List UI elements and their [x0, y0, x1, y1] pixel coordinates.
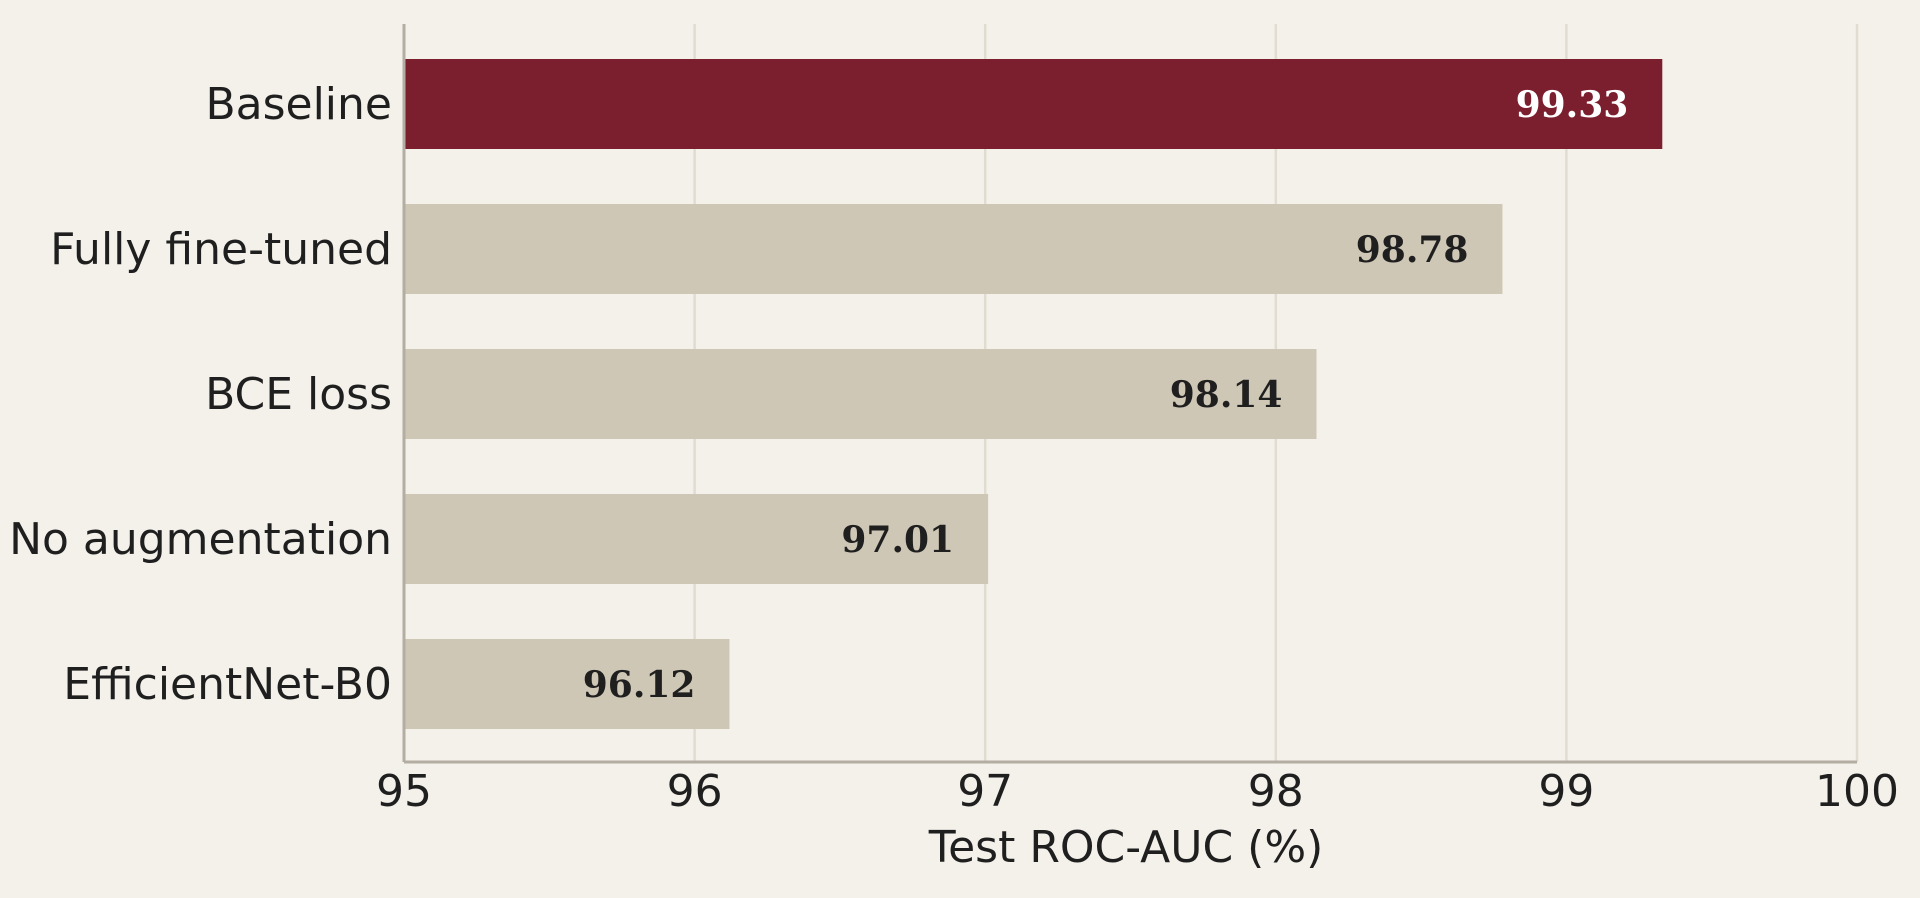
x-axis-title: Test ROC-AUC (%) [928, 822, 1324, 873]
x-tick-label: 95 [376, 766, 432, 817]
category-label: BCE loss [205, 369, 392, 420]
x-tick-label: 99 [1538, 766, 1594, 817]
category-label: No augmentation [9, 514, 392, 565]
value-label: 99.33 [1516, 84, 1629, 126]
x-tick-label: 96 [667, 766, 723, 817]
bar-baseline [404, 59, 1663, 149]
x-tick-label: 98 [1248, 766, 1304, 817]
labels-group: 95 96 97 98 99 100 Baseline 99.33 Fully fine-tun… [9, 79, 1899, 817]
category-label: EfficientNet-B0 [63, 659, 392, 710]
value-label: 97.01 [841, 519, 954, 561]
bar-bce-loss [404, 349, 1317, 439]
value-label: 98.14 [1170, 374, 1283, 416]
value-label: 98.78 [1356, 229, 1469, 271]
bars-group [404, 59, 1663, 729]
x-tick-label: 97 [957, 766, 1013, 817]
axes-group [402, 24, 1857, 764]
bar-no-augmentation [404, 494, 989, 584]
bar-efficientnet-b0 [404, 639, 730, 729]
x-tick-label: 100 [1815, 766, 1899, 817]
bar-fully-fine-tuned [404, 204, 1503, 294]
category-label: Fully fine-tuned [50, 224, 392, 275]
value-label: 96.12 [583, 664, 696, 706]
category-label: Baseline [205, 79, 392, 130]
